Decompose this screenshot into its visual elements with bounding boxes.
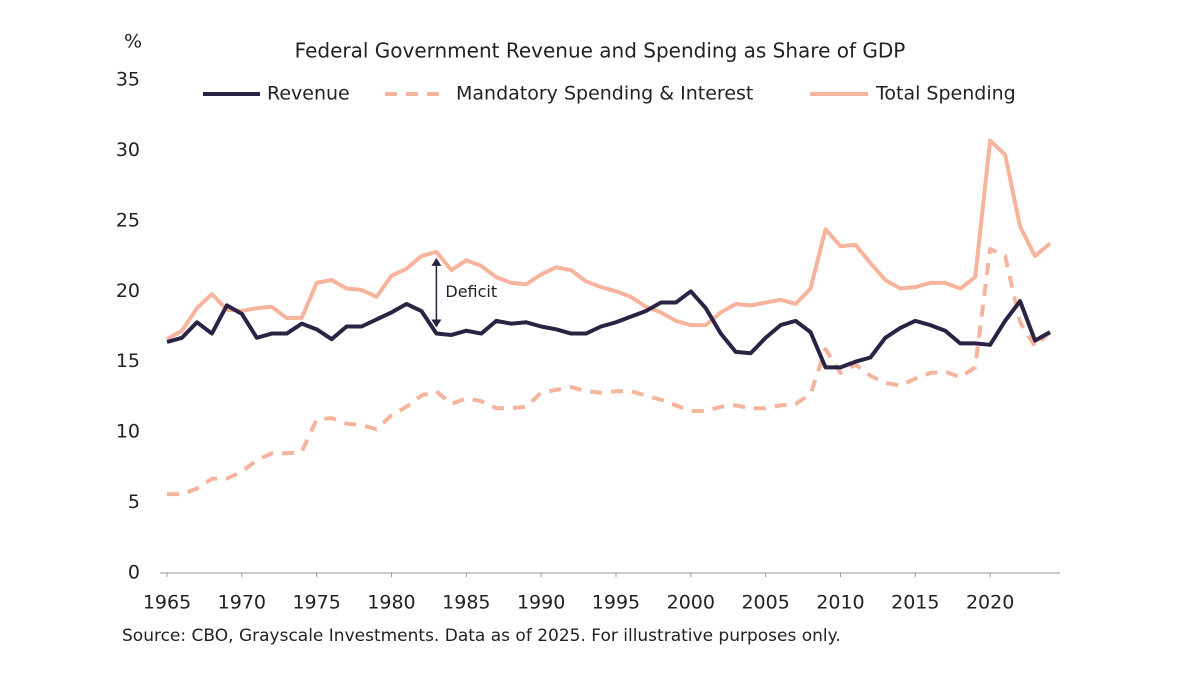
y-tick-label: 25 [116,209,140,231]
arrow-head [431,257,442,266]
y-tick-label: 5 [128,491,140,513]
series-line [166,138,1052,341]
x-tick-label: 1980 [367,592,415,614]
x-tick-label: 1990 [517,592,565,614]
y-tick-label: 30 [116,139,140,161]
y-tick-label: 20 [116,280,140,302]
annotation-label: Deficit [445,282,497,301]
x-tick-label: 1995 [592,592,640,614]
source-note: Source: CBO, Grayscale Investments. Data… [122,626,841,646]
series-line [167,247,1052,497]
x-tick-label: 2005 [741,592,789,614]
y-tick-label: 10 [116,421,140,443]
x-tick-label: 1975 [292,592,340,614]
x-tick-label: 2000 [667,592,715,614]
legend-label: Mandatory Spending & Interest [456,83,753,105]
legend-label: Total Spending [875,83,1016,105]
y-unit: % [124,31,142,53]
chart-title: Federal Government Revenue and Spending … [295,39,906,63]
y-tick-label: 0 [128,562,140,584]
x-tick-label: 1965 [143,592,191,614]
x-tick-label: 1985 [442,592,490,614]
legend-label: Revenue [267,83,350,105]
x-tick-label: 2015 [891,592,939,614]
series-line [166,289,1051,370]
x-tick-label: 1970 [218,592,266,614]
x-tick-label: 2020 [966,592,1014,614]
x-tick-label: 2010 [816,592,864,614]
y-tick-label: 35 [116,69,140,91]
arrow-head [431,319,442,328]
y-tick-label: 15 [116,350,140,372]
